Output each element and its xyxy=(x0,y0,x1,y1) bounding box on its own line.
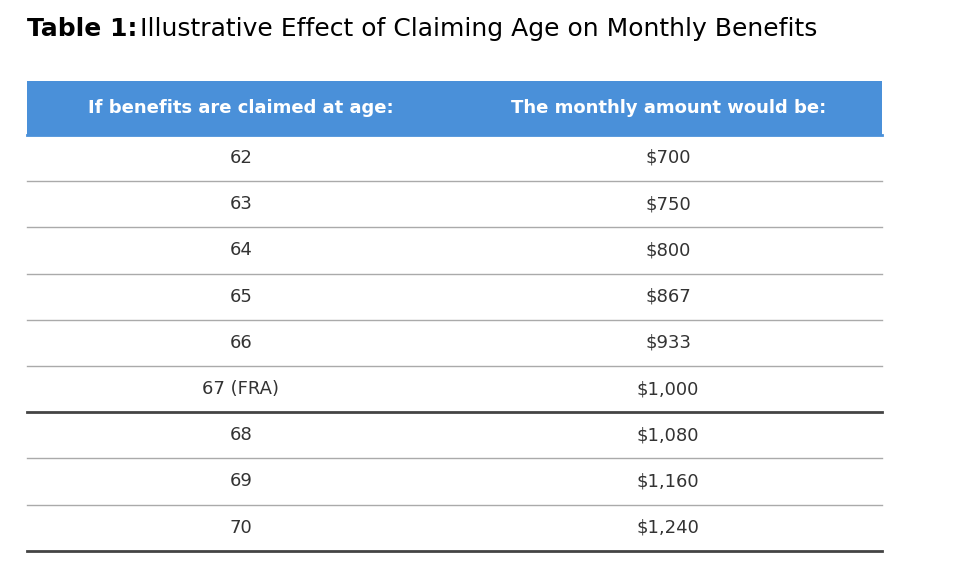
Text: $700: $700 xyxy=(645,149,690,167)
Text: 68: 68 xyxy=(229,426,252,444)
Text: $933: $933 xyxy=(645,334,691,352)
Text: 66: 66 xyxy=(229,334,252,352)
Text: $867: $867 xyxy=(645,288,691,306)
Text: Table 1:: Table 1: xyxy=(27,17,138,41)
Text: 70: 70 xyxy=(229,519,252,537)
Text: $1,000: $1,000 xyxy=(637,380,699,398)
Text: If benefits are claimed at age:: If benefits are claimed at age: xyxy=(88,99,394,117)
Text: $1,160: $1,160 xyxy=(637,473,699,491)
Text: 69: 69 xyxy=(229,473,252,491)
Text: 67 (FRA): 67 (FRA) xyxy=(202,380,279,398)
Text: The monthly amount would be:: The monthly amount would be: xyxy=(510,99,826,117)
Text: $750: $750 xyxy=(645,195,691,213)
FancyBboxPatch shape xyxy=(27,81,882,135)
Text: $1,240: $1,240 xyxy=(637,519,700,537)
Text: 63: 63 xyxy=(229,195,252,213)
Text: $1,080: $1,080 xyxy=(637,426,699,444)
Text: $800: $800 xyxy=(645,242,690,260)
Text: 65: 65 xyxy=(229,288,252,306)
Text: 64: 64 xyxy=(229,242,252,260)
Text: Illustrative Effect of Claiming Age on Monthly Benefits: Illustrative Effect of Claiming Age on M… xyxy=(131,17,817,41)
Text: 62: 62 xyxy=(229,149,252,167)
